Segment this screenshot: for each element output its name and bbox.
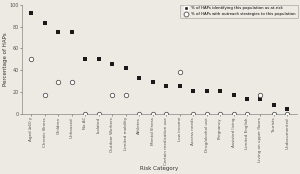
Point — [164, 85, 169, 88]
Point — [96, 58, 101, 61]
Point — [177, 71, 182, 74]
Point — [43, 22, 47, 25]
Point — [110, 62, 115, 65]
Point — [231, 94, 236, 97]
Point — [272, 112, 276, 115]
Point — [285, 108, 290, 111]
Point — [123, 94, 128, 97]
Point — [204, 89, 209, 92]
Point — [70, 81, 74, 84]
Point — [191, 112, 196, 115]
Point — [244, 98, 249, 101]
Point — [150, 81, 155, 84]
Point — [164, 112, 169, 115]
Point — [204, 112, 209, 115]
Point — [272, 104, 276, 106]
Y-axis label: Percentage of HAPs: Percentage of HAPs — [3, 32, 8, 86]
Point — [56, 81, 61, 84]
Point — [191, 89, 196, 92]
Point — [218, 89, 223, 92]
Point — [177, 85, 182, 88]
Point — [218, 112, 223, 115]
X-axis label: Risk Category: Risk Category — [140, 166, 178, 171]
Point — [29, 58, 34, 61]
Point — [123, 66, 128, 69]
Point — [244, 112, 249, 115]
Legend: % of HAPs identifying this population as at-risk, % of HAPs with outreach strate: % of HAPs identifying this population as… — [180, 5, 298, 18]
Point — [285, 112, 290, 115]
Point — [43, 94, 47, 97]
Point — [258, 94, 263, 97]
Point — [56, 31, 61, 33]
Point — [96, 112, 101, 115]
Point — [70, 31, 74, 33]
Point — [29, 12, 34, 15]
Point — [258, 98, 263, 101]
Point — [137, 76, 142, 79]
Point — [83, 58, 88, 61]
Point — [137, 112, 142, 115]
Point — [83, 112, 88, 115]
Point — [110, 94, 115, 97]
Point — [150, 112, 155, 115]
Point — [231, 112, 236, 115]
